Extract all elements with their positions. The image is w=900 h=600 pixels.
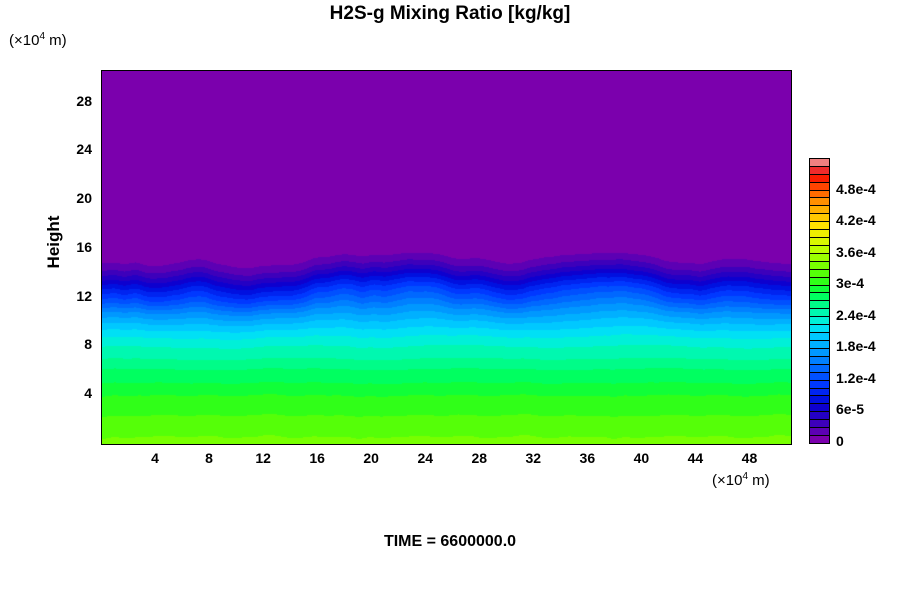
colorbar-band	[810, 285, 829, 294]
colorbar-band	[810, 325, 829, 334]
colorbar-band	[810, 222, 829, 231]
y-axis-unit-prefix: (×10	[9, 32, 40, 49]
colorbar-band	[810, 372, 829, 381]
x-tick-label: 28	[471, 450, 488, 466]
x-axis-unit-label: (×104 m)	[712, 471, 770, 490]
colorbar-tick-label: 1.8e-4	[836, 338, 876, 355]
y-axis-unit-exponent: 4	[39, 31, 46, 42]
colorbar-band	[810, 269, 829, 278]
y-tick-label: 16	[76, 238, 92, 255]
y-tick-label: 28	[76, 92, 92, 109]
colorbar-tick-label: 4.8e-4	[836, 180, 876, 197]
colorbar-band	[810, 301, 829, 310]
x-tick-label: 48	[741, 450, 758, 466]
x-axis-unit-exponent: 4	[742, 471, 749, 482]
colorbar-band	[810, 166, 829, 175]
colorbar-band	[810, 230, 829, 239]
y-tick-label: 8	[84, 336, 92, 353]
colorbar-band	[810, 348, 829, 357]
colorbar-band	[810, 341, 829, 349]
colorbar-band	[810, 293, 829, 302]
colorbar-band	[810, 261, 829, 270]
colorbar-tick-label: 6e-5	[836, 401, 865, 418]
colorbar-band	[810, 356, 829, 365]
x-tick-label: 4	[151, 450, 159, 466]
x-tick-label: 12	[255, 450, 271, 466]
x-tick-label: 36	[579, 450, 596, 466]
colorbar-band	[810, 277, 829, 286]
colorbar-band	[810, 253, 829, 262]
colorbar-band	[810, 412, 829, 421]
colorbar-band	[810, 333, 829, 342]
colorbar-band	[810, 396, 829, 405]
colorbar-band	[810, 388, 829, 397]
x-tick-label: 24	[417, 450, 434, 466]
colorbar-band	[810, 238, 829, 246]
x-tick-label: 8	[205, 450, 213, 466]
colorbar-band	[810, 198, 829, 207]
y-axis-tick-labels: 4 8 12 16 20 24 28	[48, 0, 92, 600]
colorbar-band	[810, 420, 829, 429]
colorbar-band	[810, 214, 829, 223]
colorbar-tick-label: 3.6e-4	[836, 243, 876, 260]
y-tick-label: 24	[76, 141, 92, 158]
colorbar-band	[810, 309, 829, 318]
colorbar-band	[810, 404, 829, 413]
colorbar-tick-label: 4.2e-4	[836, 212, 876, 229]
x-tick-label: 40	[633, 450, 650, 466]
colorbar-band	[810, 206, 829, 215]
colorbar-tick-label: 1.2e-4	[836, 369, 876, 386]
colorbar-band	[810, 182, 829, 191]
colorbar-band	[810, 428, 829, 437]
colorbar[interactable]	[809, 158, 830, 444]
y-tick-label: 20	[76, 190, 92, 207]
x-tick-label: 32	[525, 450, 542, 466]
page-title: H2S-g Mixing Ratio [kg/kg]	[329, 3, 571, 24]
y-tick-label: 12	[76, 287, 92, 304]
colorbar-band	[810, 174, 829, 183]
colorbar-band	[810, 245, 829, 254]
colorbar-band	[810, 317, 829, 326]
colorbar-tick-label: 3e-4	[836, 275, 865, 292]
time-annotation: TIME = 6600000.0	[383, 533, 517, 550]
colorbar-band	[810, 158, 829, 167]
y-axis-unit-suffix: m)	[45, 32, 67, 49]
y-tick-label: 4	[84, 385, 92, 402]
x-tick-label: 44	[687, 450, 704, 466]
colorbar-band	[810, 190, 829, 199]
mixing-ratio-field	[102, 71, 791, 444]
colorbar-tick-label: 2.4e-4	[836, 306, 876, 323]
x-axis-unit-suffix: m)	[748, 472, 770, 489]
x-axis-unit-prefix: (×10	[712, 472, 743, 489]
y-axis-unit-label: (×104 m)	[9, 31, 67, 50]
colorbar-band	[810, 380, 829, 389]
colorbar-tick-label: 0	[836, 433, 844, 449]
x-tick-label: 16	[309, 450, 325, 466]
colorbar-tick-labels: 0 6e-5 1.2e-4 1.8e-4 2.4e-4 3e-4 3.6e-4 4.2e-4 4…	[836, 0, 900, 600]
colorbar-band	[810, 436, 829, 443]
colorbar-band	[810, 364, 829, 373]
contour-plot-area[interactable]	[101, 70, 792, 445]
x-tick-label: 20	[363, 450, 379, 466]
